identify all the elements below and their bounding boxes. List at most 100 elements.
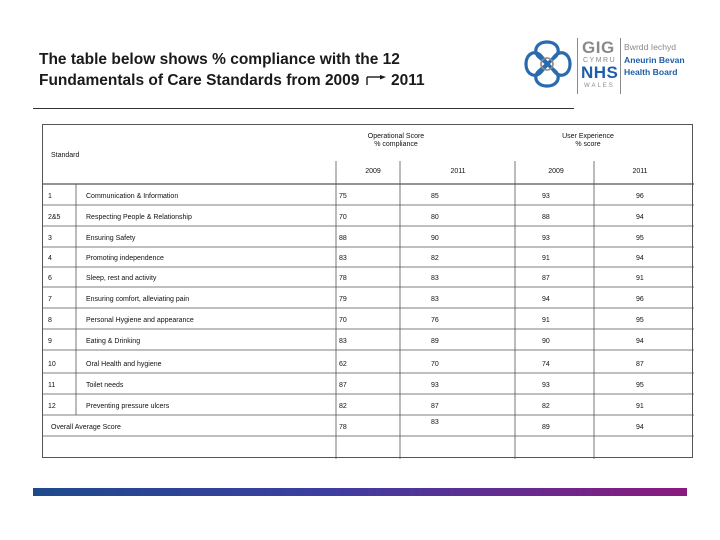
row-standard-name: Ensuring Safety xyxy=(86,235,136,242)
row-value: 95 xyxy=(636,317,644,324)
row-value: 93 xyxy=(542,193,550,200)
row-value: 93 xyxy=(431,382,439,389)
row-value: 94 xyxy=(636,255,644,262)
row-value: 93 xyxy=(542,235,550,242)
row-value: 89 xyxy=(431,338,439,345)
footer-gradient-bar xyxy=(33,488,687,496)
operational-header-line: Operational Score xyxy=(367,133,425,140)
row-value: 82 xyxy=(431,255,439,262)
year-header: 2011 xyxy=(632,168,648,175)
arrow-right-icon xyxy=(366,74,386,85)
row-value: 87 xyxy=(339,382,347,389)
row-value: 74 xyxy=(542,361,550,368)
row-value: 82 xyxy=(542,403,550,410)
row-value: 70 xyxy=(339,214,347,221)
logo-nhs: NHS xyxy=(581,63,619,82)
overall-average-label: Overall Average Score xyxy=(51,424,121,431)
user-header-line: User Experience xyxy=(562,133,614,140)
year-header: 2011 xyxy=(450,168,466,175)
row-value: 85 xyxy=(431,193,439,200)
row-value: 88 xyxy=(339,235,347,242)
title-divider xyxy=(33,108,574,109)
row-value: 91 xyxy=(542,255,550,262)
row-value: 93 xyxy=(542,382,550,389)
overall-value: 89 xyxy=(542,424,550,431)
row-value: 78 xyxy=(339,275,347,282)
row-value: 90 xyxy=(542,338,550,345)
row-standard-name: Personal Hygiene and appearance xyxy=(86,317,194,324)
row-value: 91 xyxy=(636,403,644,410)
health-board-logo: GIG CYMRU NHS WALES Bwrdd Iechyd Aneurin… xyxy=(522,38,702,96)
year-header: 2009 xyxy=(365,168,381,175)
compliance-table: Standard Operational Score % compliance … xyxy=(42,124,694,459)
standard-header: Standard xyxy=(51,152,80,159)
row-value: 96 xyxy=(636,193,644,200)
row-value: 87 xyxy=(431,403,439,410)
row-standard-name: Oral Health and hygiene xyxy=(86,361,162,368)
row-value: 83 xyxy=(431,275,439,282)
row-value: 94 xyxy=(542,296,550,303)
row-value: 96 xyxy=(636,296,644,303)
table-gridlines xyxy=(43,161,694,459)
row-number: 12 xyxy=(48,403,56,410)
row-value: 94 xyxy=(636,338,644,345)
row-number: 1 xyxy=(48,193,52,200)
row-value: 70 xyxy=(431,361,439,368)
board-line: Health Board xyxy=(624,67,678,77)
logo-gig: GIG xyxy=(582,38,615,57)
row-value: 70 xyxy=(339,317,347,324)
row-number: 9 xyxy=(48,338,52,345)
overall-value: 83 xyxy=(431,419,439,426)
row-value: 76 xyxy=(431,317,439,324)
row-number: 11 xyxy=(48,382,56,389)
user-experience-header: User Experience % score xyxy=(513,133,663,149)
row-number: 6 xyxy=(48,275,52,282)
row-value: 75 xyxy=(339,193,347,200)
row-number: 10 xyxy=(48,361,56,368)
logo-divider xyxy=(620,38,621,94)
row-value: 62 xyxy=(339,361,347,368)
logo-divider xyxy=(577,38,578,94)
row-value: 91 xyxy=(636,275,644,282)
operational-score-header: Operational Score % compliance xyxy=(321,133,471,149)
row-value: 91 xyxy=(542,317,550,324)
row-number: 8 xyxy=(48,317,52,324)
row-standard-name: Ensuring comfort, alleviating pain xyxy=(86,296,190,303)
row-value: 95 xyxy=(636,235,644,242)
row-value: 95 xyxy=(636,382,644,389)
row-number: 3 xyxy=(48,235,52,242)
row-number: 2&5 xyxy=(48,214,61,221)
board-line: Aneurin Bevan xyxy=(624,54,685,65)
row-value: 87 xyxy=(636,361,644,368)
row-standard-name: Sleep, rest and activity xyxy=(86,275,157,282)
operational-header-line: % compliance xyxy=(374,141,418,148)
row-standard-name: Communication & Information xyxy=(86,193,179,200)
row-value: 87 xyxy=(542,275,550,282)
logo-cymru: CYMRU xyxy=(583,57,617,64)
row-value: 82 xyxy=(339,403,347,410)
row-value: 83 xyxy=(339,338,347,345)
title-line-2: Fundamentals of Care Standards from 2009… xyxy=(39,70,509,91)
title-line-2-start: Fundamentals of Care Standards from 2009 xyxy=(39,72,360,89)
health-board-name: Bwrdd Iechyd Aneurin Bevan Health Board xyxy=(624,41,685,79)
title-line-1: The table below shows % compliance with … xyxy=(39,51,400,68)
row-standard-name: Preventing pressure ulcers xyxy=(86,403,170,410)
row-value: 94 xyxy=(636,214,644,221)
title-line-2-end: 2011 xyxy=(391,72,425,89)
row-number: 7 xyxy=(48,296,52,303)
overall-value: 94 xyxy=(636,424,644,431)
row-standard-name: Respecting People & Relationship xyxy=(86,214,192,221)
celtic-knot-icon xyxy=(524,40,572,88)
row-standard-name: Toilet needs xyxy=(86,382,124,389)
row-value: 80 xyxy=(431,214,439,221)
row-value: 79 xyxy=(339,296,347,303)
row-value: 83 xyxy=(431,296,439,303)
slide-title: The table below shows % compliance with … xyxy=(39,49,509,91)
row-value: 90 xyxy=(431,235,439,242)
year-header: 2009 xyxy=(548,168,564,175)
row-standard-name: Promoting independence xyxy=(86,255,164,262)
row-number: 4 xyxy=(48,255,52,262)
row-value: 88 xyxy=(542,214,550,221)
logo-wales: WALES xyxy=(584,83,615,89)
row-standard-name: Eating & Drinking xyxy=(86,338,141,345)
